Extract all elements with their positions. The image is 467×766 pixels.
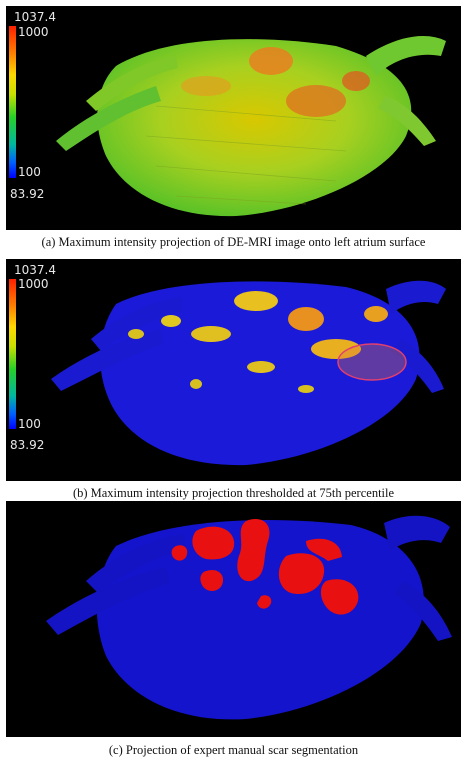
colorbar-b-upper: 1000 (18, 277, 49, 291)
vein-right-b (391, 339, 444, 393)
panel-b-render: 1037.4 1000 100 83.92 (9, 263, 446, 466)
hotspot-a3 (181, 76, 231, 96)
colorbar-a-min: 83.92 (10, 187, 44, 201)
vein-upper-right-a (366, 36, 446, 76)
colorbar-a (9, 26, 16, 178)
vein-upper-left-b (91, 297, 183, 351)
panel-b-image: 1037.4 1000 100 83.92 (6, 259, 461, 481)
vein-right-c (394, 581, 452, 641)
colorbar-a-max: 1037.4 (14, 10, 56, 24)
vein-upper-right-c (384, 515, 450, 551)
panel-c-image (6, 501, 461, 737)
caption-c: (c) Projection of expert manual scar seg… (108, 743, 359, 757)
colorbar-b (9, 279, 16, 429)
colorbar-a-upper: 1000 (18, 25, 49, 39)
vein-left-a (56, 86, 161, 151)
surface-texture-a (145, 105, 347, 205)
vein-left-c (46, 567, 170, 635)
highlight-ellipse (337, 343, 407, 381)
threshold-patches-b (128, 291, 388, 393)
panel-a-render: 1037.4 1000 100 83.92 (9, 10, 446, 217)
vein-right-a (378, 96, 436, 146)
caption-b: (b) Maximum intensity projection thresho… (72, 486, 395, 500)
caption-a: (a) Maximum intensity projection of DE-M… (41, 235, 426, 249)
hotspot-a1 (249, 47, 293, 75)
colorbar-b-max: 1037.4 (14, 263, 56, 277)
scar-regions-c (171, 519, 359, 615)
hotspot-a4 (342, 71, 370, 91)
colorbar-b-min: 83.92 (10, 438, 44, 452)
vein-upper-left-c (86, 534, 186, 593)
atrium-surface-a (97, 39, 412, 217)
vein-upper-left-a (86, 56, 178, 111)
panel-c-render (46, 515, 452, 720)
atrium-surface-b (100, 281, 420, 466)
colorbar-a-lower: 100 (18, 165, 41, 179)
vein-upper-right-b (386, 280, 446, 314)
vein-left-b (51, 329, 164, 391)
colorbar-b-lower: 100 (18, 417, 41, 431)
hotspot-a2 (286, 85, 346, 117)
panel-a-image: 1037.4 1000 100 83.92 (6, 6, 461, 230)
atrium-surface-c (96, 519, 424, 720)
